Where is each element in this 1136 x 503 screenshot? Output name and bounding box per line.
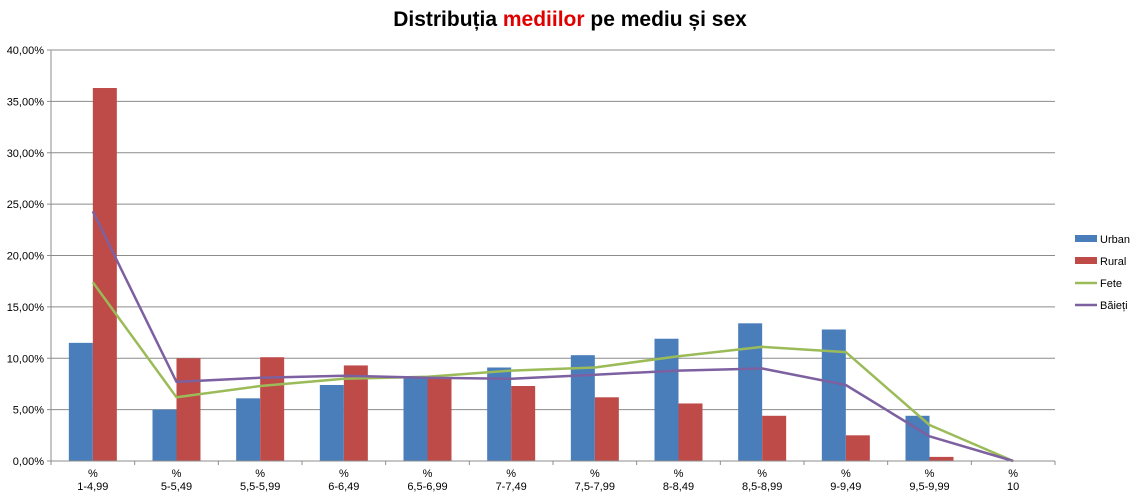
bar-rural	[929, 456, 954, 461]
y-tick-label: 25,00%	[7, 199, 45, 211]
x-tick-label: % 6-6,49	[328, 468, 359, 493]
bar-urban	[152, 409, 177, 461]
legend-label: Rural	[1100, 256, 1126, 268]
chart-title-part-3: pe mediu și sex	[584, 8, 747, 31]
bar-rural	[176, 358, 201, 461]
x-tick-label: % 10	[1007, 468, 1019, 493]
y-tick-label: 5,00%	[13, 405, 44, 417]
y-tick-label: 0,00%	[13, 456, 44, 468]
x-tick-label: % 7,5-7,99	[575, 468, 615, 493]
y-axis-ticks: 0,00% 5,00% 10,00% 15,00% 20,00% 25,00% 30,00%…	[7, 45, 51, 468]
y-tick-label: 20,00%	[7, 251, 45, 263]
y-tick-label: 10,00%	[7, 353, 45, 365]
bar-urban	[570, 355, 595, 461]
bar-rural	[92, 88, 117, 461]
chart-title-part-1: Distribuția	[393, 8, 503, 31]
y-tick-label: 40,00%	[7, 45, 45, 57]
y-tick-label: 30,00%	[7, 148, 45, 160]
lines	[91, 210, 1014, 463]
chart-title: Distribuția mediilor pe mediu și sex	[0, 8, 1136, 32]
bar-urban	[68, 342, 93, 461]
line-series-1	[91, 281, 1014, 463]
y-tick-label: 35,00%	[7, 96, 45, 108]
bar-urban	[487, 367, 512, 461]
gridlines	[51, 49, 1055, 462]
bar-rural	[343, 365, 368, 461]
chart-title-highlight: mediilor	[502, 8, 585, 31]
bar-urban	[403, 376, 428, 461]
bar-rural	[594, 397, 619, 461]
legend-swatch	[1075, 257, 1097, 264]
x-tick-label: % 8-8,49	[663, 468, 694, 493]
bar-urban	[236, 398, 261, 461]
legend-label: Fete	[1100, 278, 1122, 290]
bar-rural	[260, 357, 285, 461]
x-tick-label: % 9,5-9,99	[909, 468, 949, 493]
legend-label: Băieți	[1100, 300, 1128, 312]
bar-rural	[511, 385, 536, 461]
bars	[68, 88, 954, 461]
x-tick-label: % 5-5,49	[161, 468, 192, 493]
x-tick-label: % 6,5-6,99	[407, 468, 447, 493]
y-tick-label: 15,00%	[7, 302, 45, 314]
x-tick-label: % 8,5-8,99	[742, 468, 782, 493]
bar-rural	[678, 403, 703, 461]
bar-rural	[427, 378, 452, 461]
x-tick-label: % 1-4,99	[77, 468, 108, 493]
x-axis-ticks: % 1-4,99 % 5-5,49 % 5,5-5,99 % 6-6,49 % 6,5-6,99%…	[50, 461, 1056, 493]
line-series-2	[91, 210, 1014, 463]
x-tick-label: % 5,5-5,99	[240, 468, 280, 493]
bar-rural	[845, 435, 870, 461]
legend-label: Urban	[1100, 234, 1130, 246]
x-tick-label: % 9-9,49	[830, 468, 861, 493]
legend-swatch	[1075, 235, 1097, 242]
bar-urban	[319, 384, 344, 461]
x-tick-label: % 7-7,49	[496, 468, 527, 493]
legend: Urban Rural Fete Băieți	[1075, 234, 1130, 312]
bar-rural	[762, 415, 787, 461]
bar-urban	[821, 329, 846, 461]
bar-urban	[738, 323, 763, 461]
